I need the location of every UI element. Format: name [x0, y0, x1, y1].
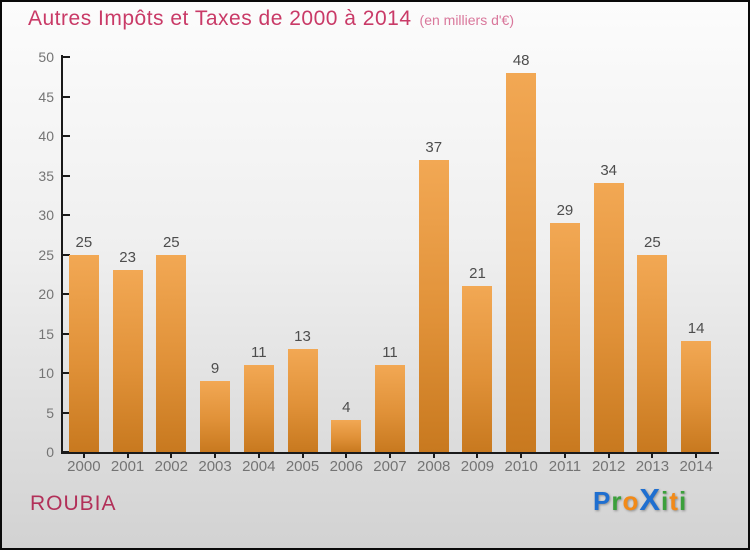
y-tick-mark	[63, 451, 70, 453]
bar-value-label: 37	[425, 138, 443, 156]
location-label: ROUBIA	[30, 492, 117, 515]
bar-value-label: 34	[600, 162, 617, 180]
x-tick-mark	[607, 452, 610, 458]
x-tick-label: 2003	[198, 458, 232, 475]
y-tick-label: 0	[46, 444, 54, 460]
x-tick-label: 2012	[591, 458, 626, 475]
logo-letter: P	[593, 486, 612, 516]
bar-value-label: 11	[250, 344, 267, 362]
y-tick-mark	[63, 56, 70, 58]
x-tick-label: 2013	[635, 458, 670, 475]
logo-letter: X	[639, 482, 662, 517]
bar-2003	[200, 380, 231, 452]
y-tick-mark	[63, 174, 70, 177]
x-tick-label: 2008	[417, 458, 451, 475]
y-tick-mark	[63, 95, 70, 98]
bar-2000	[68, 254, 99, 452]
x-tick-mark	[389, 452, 391, 458]
x-tick-mark	[170, 452, 173, 458]
y-tick-label: 15	[38, 325, 54, 342]
bar-2014	[681, 341, 712, 452]
x-tick-mark	[695, 452, 698, 458]
bar-2004	[243, 365, 274, 452]
x-tick-mark	[345, 452, 348, 458]
bar-value-label: 21	[469, 265, 486, 283]
y-tick-label: 10	[38, 365, 54, 381]
x-tick-label: 2001	[110, 458, 145, 475]
x-tick-mark	[520, 452, 523, 458]
logo-letter: i	[661, 486, 670, 516]
chart-header: Autres Impôts et Taxes de 2000 à 2014 (en…	[28, 7, 514, 31]
bar-value-label: 25	[644, 233, 661, 251]
bar-2005	[287, 349, 318, 452]
x-tick-label: 2000	[67, 458, 101, 475]
bar-value-label: 11	[382, 344, 398, 362]
y-tick-mark	[63, 253, 70, 256]
bar-2001	[112, 270, 143, 452]
logo-letter: i	[678, 486, 688, 516]
x-tick-mark	[126, 452, 129, 458]
y-tick-label: 30	[38, 207, 54, 223]
bar-2007	[375, 365, 405, 452]
x-tick-mark	[563, 452, 566, 458]
y-tick-mark	[63, 293, 70, 295]
proxiti-logo: ProXiti	[593, 484, 688, 517]
y-tick-mark	[63, 411, 70, 414]
y-tick-mark	[63, 332, 70, 335]
y-tick-label: 35	[38, 167, 54, 184]
y-tick-label: 40	[38, 128, 54, 144]
bar-value-label: 29	[556, 201, 574, 219]
x-tick-label: 2002	[154, 458, 188, 475]
bar-2013	[637, 254, 668, 452]
logo-letter: r	[611, 486, 623, 516]
x-tick-mark	[214, 452, 217, 458]
x-tick-label: 2009	[460, 458, 495, 475]
x-tick-mark	[476, 452, 479, 458]
y-tick-label: 5	[46, 404, 54, 421]
bar-value-label: 14	[687, 320, 705, 338]
x-tick-mark	[301, 452, 304, 458]
y-tick-label: 50	[38, 49, 54, 65]
bar-value-label: 23	[119, 249, 136, 267]
y-axis-line	[61, 55, 63, 454]
x-tick-label: 2005	[285, 458, 320, 475]
bar-value-label: 13	[294, 328, 311, 346]
logo-letter: t	[669, 486, 679, 516]
y-tick-label: 20	[38, 286, 54, 302]
y-tick-label: 25	[38, 246, 54, 263]
y-tick-mark	[63, 135, 70, 137]
x-tick-mark	[82, 452, 85, 458]
bar-value-label: 48	[512, 51, 530, 69]
x-tick-label: 2007	[373, 458, 407, 475]
bar-2002	[156, 254, 187, 452]
bar-2011	[549, 222, 580, 452]
x-tick-label: 2014	[679, 458, 713, 475]
logo-letter: o	[622, 486, 640, 516]
x-tick-mark	[257, 452, 260, 458]
chart-title: Autres Impôts et Taxes de 2000 à 2014	[28, 7, 412, 30]
bar-value-label: 25	[162, 233, 180, 251]
y-tick-label: 45	[38, 88, 54, 105]
bar-2006	[331, 420, 362, 452]
y-tick-mark	[63, 372, 70, 374]
x-tick-mark	[651, 452, 654, 458]
bar-2009	[462, 286, 493, 452]
y-tick-mark	[63, 214, 70, 216]
x-tick-label: 2010	[504, 458, 538, 475]
x-tick-label: 2006	[329, 458, 363, 475]
bar-2008	[418, 159, 449, 452]
bar-2012	[593, 183, 624, 452]
x-tick-label: 2011	[548, 458, 582, 475]
x-tick-label: 2004	[242, 458, 276, 475]
bar-value-label: 25	[75, 233, 93, 251]
bar-value-label: 4	[342, 399, 351, 417]
x-tick-mark	[432, 452, 435, 458]
bar-2010	[506, 72, 537, 452]
bar-value-label: 9	[210, 359, 220, 377]
chart-subtitle: (en milliers d'€)	[419, 12, 515, 28]
